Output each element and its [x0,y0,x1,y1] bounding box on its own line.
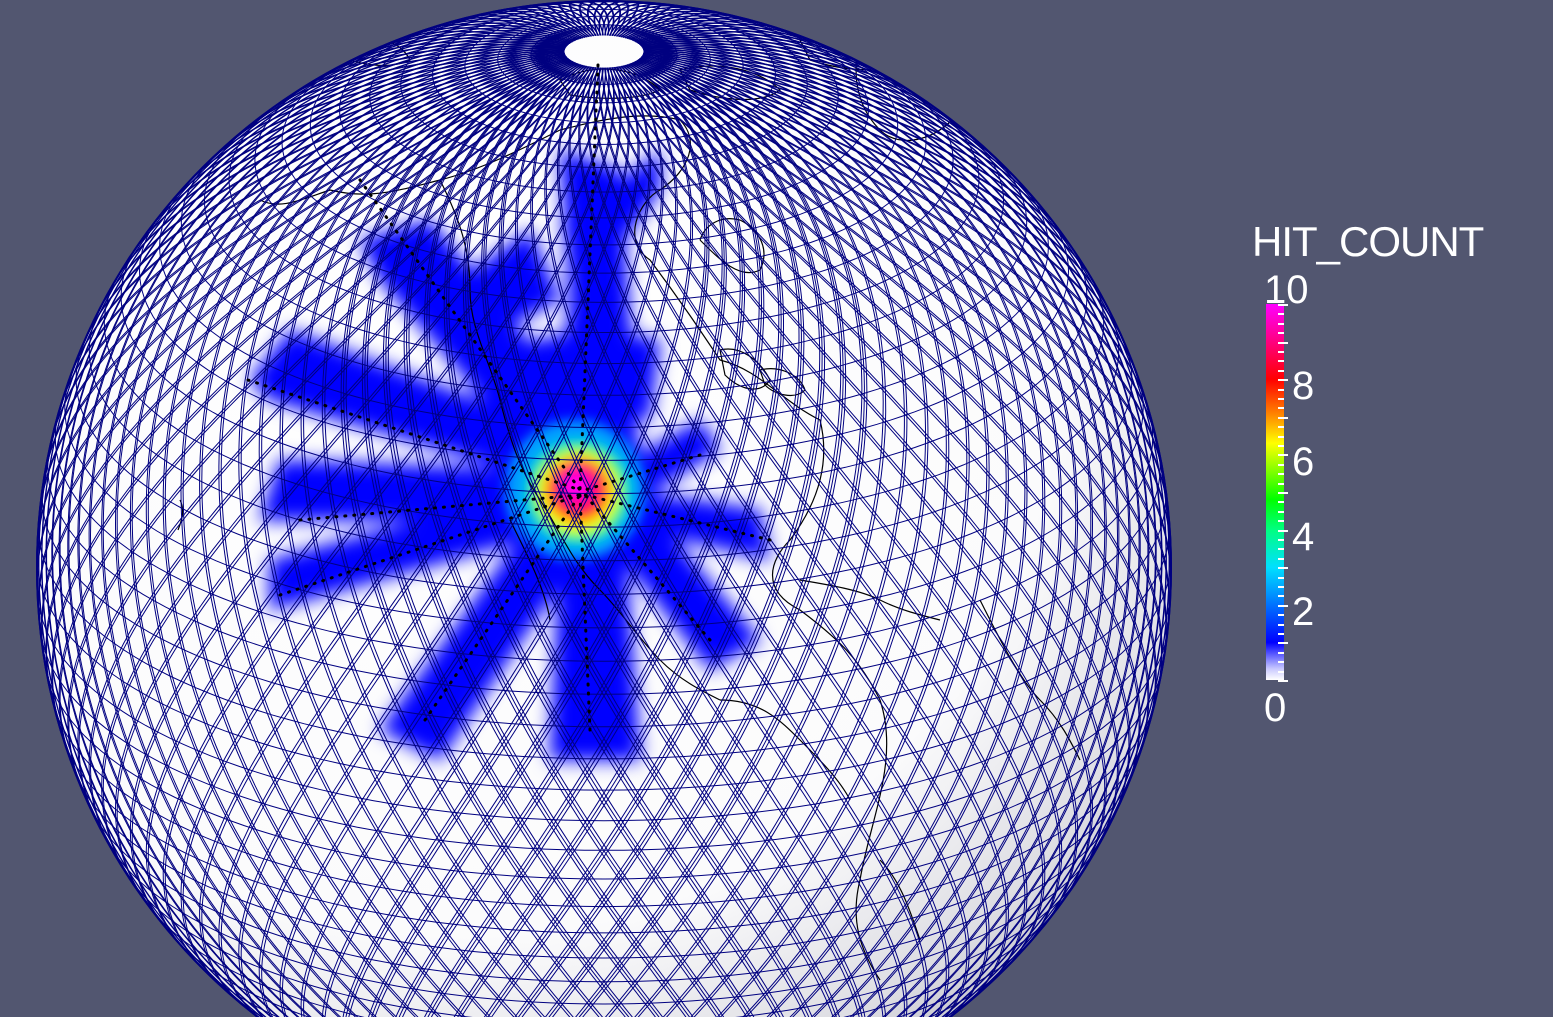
scalar-bar-label-0: 0 [1264,686,1287,730]
scalar-bar-tick [1278,576,1284,579]
scalar-bar-tick [1278,445,1284,447]
scalar-bar-tick [1278,473,1284,476]
scalar-bar-title: HIT_COUNT [1252,218,1484,265]
scalar-bar-tick [1278,651,1284,654]
scalar-bar[interactable]: HIT_COUNT 10 8 6 4 2 0 [1252,218,1512,738]
scalar-bar-tick [1278,426,1284,429]
scalar-bar-tick [1278,670,1284,673]
scalar-bar-tick [1278,398,1284,400]
scalar-bar-tick [1278,463,1284,466]
scalar-bar-tick [1278,351,1284,353]
scalar-bar-tick [1278,416,1288,419]
scalar-bar-tick [1278,595,1284,598]
scalar-bar-tick [1278,680,1288,682]
scalar-bar-tick [1278,586,1284,588]
scalar-bar-tick [1278,633,1284,635]
scalar-bar-label-6: 6 [1292,440,1315,484]
scalar-bar-tick [1278,369,1284,372]
triangle-mesh [37,1,1171,1017]
scalar-bar-tick [1278,604,1288,607]
scalar-bar-tick [1278,454,1288,457]
globe-outline [36,0,1172,1017]
scalar-bar-tick [1278,557,1284,560]
scalar-bar-tick [1278,322,1284,325]
scalar-bar-tick [1278,482,1284,485]
scalar-bar-tick [1278,529,1288,532]
scalar-bar-label-10: 10 [1264,268,1309,312]
scalar-bar-tick [1278,623,1284,626]
scalar-bar-tick [1278,614,1284,617]
scalar-bar-tick [1278,548,1284,551]
scalar-bar-tick [1278,435,1284,438]
scalar-bar-tick [1278,501,1284,504]
scalar-bar-label-4: 4 [1292,515,1315,559]
scalar-bar-tick [1278,520,1284,523]
scalar-bar-tick [1278,341,1288,344]
dotted-track-overlay [246,63,772,732]
scalar-bar-tick [1278,510,1284,513]
scalar-bar-tick [1278,304,1288,306]
scalar-bar-label-8: 8 [1292,364,1315,408]
scalar-bar-tick [1278,360,1284,363]
scalar-bar-tick [1278,379,1288,382]
scalar-bar-tick [1278,661,1284,664]
scalar-bar-label-2: 2 [1292,590,1315,634]
scalar-bar-tick [1278,539,1284,541]
coastline-overlay [177,1,1081,981]
scalar-bar-tick [1278,567,1288,570]
scalar-bar-tick [1278,492,1288,494]
scalar-bar-tick [1278,407,1284,410]
scalar-bar-tick [1278,642,1288,645]
scalar-bar-tick [1278,388,1284,391]
scalar-bar-tick [1278,313,1284,316]
scalar-bar-tick [1278,332,1284,335]
